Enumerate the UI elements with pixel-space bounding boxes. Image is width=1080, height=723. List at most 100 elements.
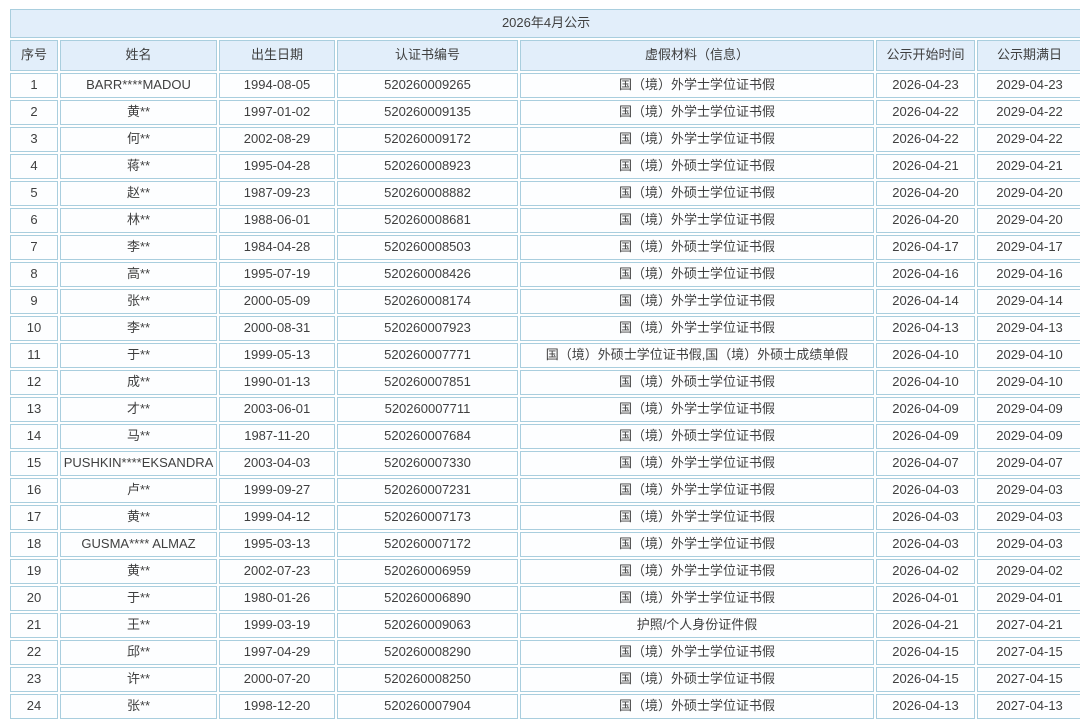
cell-certificate-no: 520260008681 <box>337 208 518 233</box>
cell-certificate-no: 520260007684 <box>337 424 518 449</box>
cell-certificate-no: 520260007330 <box>337 451 518 476</box>
cell-name: 王** <box>60 613 217 638</box>
table-row: 19 黄** 2002-07-23 520260006959 国（境）外学士学位证书假 2… <box>10 559 1080 584</box>
cell-birth-date: 1995-07-19 <box>219 262 335 287</box>
cell-certificate-no: 520260008174 <box>337 289 518 314</box>
column-header-publicity-start-date: 公示开始时间 <box>876 40 975 71</box>
cell-birth-date: 2000-07-20 <box>219 667 335 692</box>
cell-publicity-start-date: 2026-04-03 <box>876 505 975 530</box>
cell-name: 成** <box>60 370 217 395</box>
cell-index: 12 <box>10 370 58 395</box>
cell-certificate-no: 520260007173 <box>337 505 518 530</box>
cell-index: 10 <box>10 316 58 341</box>
cell-name: 高** <box>60 262 217 287</box>
cell-publicity-expiry-date: 2029-04-22 <box>977 127 1080 152</box>
cell-name: 邱** <box>60 640 217 665</box>
cell-publicity-start-date: 2026-04-21 <box>876 154 975 179</box>
cell-index: 23 <box>10 667 58 692</box>
cell-birth-date: 1999-09-27 <box>219 478 335 503</box>
cell-name: 赵** <box>60 181 217 206</box>
table-row: 15 PUSHKIN****EKSANDRA 2003-04-03 520260007… <box>10 451 1080 476</box>
cell-name: 黄** <box>60 505 217 530</box>
table-header-row: 序号 姓名 出生日期 认证书编号 虚假材料（信息） 公示开始时间 公示期满日 <box>10 40 1080 71</box>
table-row: 3 何** 2002-08-29 520260009172 国（境）外学士学位证书假 20… <box>10 127 1080 152</box>
cell-name: 黄** <box>60 559 217 584</box>
cell-certificate-no: 520260008250 <box>337 667 518 692</box>
cell-certificate-no: 520260007231 <box>337 478 518 503</box>
cell-certificate-no: 520260007711 <box>337 397 518 422</box>
cell-birth-date: 1990-01-13 <box>219 370 335 395</box>
cell-birth-date: 1984-04-28 <box>219 235 335 260</box>
cell-publicity-start-date: 2026-04-21 <box>876 613 975 638</box>
cell-publicity-expiry-date: 2029-04-02 <box>977 559 1080 584</box>
cell-birth-date: 1997-01-02 <box>219 100 335 125</box>
cell-birth-date: 1999-04-12 <box>219 505 335 530</box>
table-row: 17 黄** 1999-04-12 520260007173 国（境）外学士学位证书假 2… <box>10 505 1080 530</box>
cell-name: PUSHKIN****EKSANDRA <box>60 451 217 476</box>
cell-publicity-start-date: 2026-04-14 <box>876 289 975 314</box>
column-header-certificate-no: 认证书编号 <box>337 40 518 71</box>
table-row: 18 GUSMA**** ALMAZ 1995-03-13 520260007172 国… <box>10 532 1080 557</box>
cell-publicity-expiry-date: 2029-04-13 <box>977 316 1080 341</box>
column-header-name: 姓名 <box>60 40 217 71</box>
cell-fake-material: 国（境）外学士学位证书假 <box>520 532 874 557</box>
cell-fake-material: 国（境）外硕士学位证书假 <box>520 154 874 179</box>
cell-certificate-no: 520260009135 <box>337 100 518 125</box>
cell-publicity-expiry-date: 2027-04-13 <box>977 694 1080 719</box>
cell-index: 8 <box>10 262 58 287</box>
cell-publicity-expiry-date: 2029-04-21 <box>977 154 1080 179</box>
cell-publicity-expiry-date: 2029-04-17 <box>977 235 1080 260</box>
cell-publicity-expiry-date: 2027-04-21 <box>977 613 1080 638</box>
table-row: 10 李** 2000-08-31 520260007923 国（境）外学士学位证书假 2… <box>10 316 1080 341</box>
cell-birth-date: 1987-11-20 <box>219 424 335 449</box>
cell-birth-date: 1987-09-23 <box>219 181 335 206</box>
cell-certificate-no: 520260007904 <box>337 694 518 719</box>
cell-certificate-no: 520260007771 <box>337 343 518 368</box>
cell-certificate-no: 520260006890 <box>337 586 518 611</box>
cell-publicity-start-date: 2026-04-02 <box>876 559 975 584</box>
cell-fake-material: 国（境）外硕士学位证书假 <box>520 370 874 395</box>
cell-birth-date: 2000-05-09 <box>219 289 335 314</box>
cell-name: 许** <box>60 667 217 692</box>
cell-fake-material: 护照/个人身份证件假 <box>520 613 874 638</box>
cell-publicity-expiry-date: 2029-04-10 <box>977 343 1080 368</box>
cell-fake-material: 国（境）外硕士学位证书假 <box>520 694 874 719</box>
cell-certificate-no: 520260008290 <box>337 640 518 665</box>
cell-name: 蒋** <box>60 154 217 179</box>
cell-publicity-start-date: 2026-04-03 <box>876 478 975 503</box>
publicity-notice-table: 2026年4月公示 序号 姓名 出生日期 认证书编号 虚假材料（信息） 公示开始… <box>8 7 1080 721</box>
cell-name: 李** <box>60 235 217 260</box>
cell-publicity-start-date: 2026-04-10 <box>876 370 975 395</box>
table-row: 4 蒋** 1995-04-28 520260008923 国（境）外硕士学位证书假 20… <box>10 154 1080 179</box>
cell-birth-date: 1988-06-01 <box>219 208 335 233</box>
cell-publicity-start-date: 2026-04-01 <box>876 586 975 611</box>
cell-publicity-expiry-date: 2027-04-15 <box>977 667 1080 692</box>
cell-publicity-expiry-date: 2029-04-07 <box>977 451 1080 476</box>
cell-publicity-start-date: 2026-04-15 <box>876 640 975 665</box>
cell-birth-date: 1995-04-28 <box>219 154 335 179</box>
cell-publicity-start-date: 2026-04-13 <box>876 694 975 719</box>
cell-index: 15 <box>10 451 58 476</box>
cell-certificate-no: 520260008882 <box>337 181 518 206</box>
cell-birth-date: 1998-12-20 <box>219 694 335 719</box>
cell-name: 卢** <box>60 478 217 503</box>
cell-name: 张** <box>60 289 217 314</box>
cell-index: 18 <box>10 532 58 557</box>
cell-certificate-no: 520260006959 <box>337 559 518 584</box>
cell-fake-material: 国（境）外硕士学位证书假,国（境）外硕士成绩单假 <box>520 343 874 368</box>
table-body: 1 BARR****MADOU 1994-08-05 520260009265 国（境）… <box>10 73 1080 719</box>
cell-name: 于** <box>60 343 217 368</box>
cell-birth-date: 1980-01-26 <box>219 586 335 611</box>
cell-fake-material: 国（境）外硕士学位证书假 <box>520 667 874 692</box>
table-title-row: 2026年4月公示 <box>10 9 1080 38</box>
cell-fake-material: 国（境）外学士学位证书假 <box>520 451 874 476</box>
table-row: 9 张** 2000-05-09 520260008174 国（境）外学士学位证书假 20… <box>10 289 1080 314</box>
cell-index: 2 <box>10 100 58 125</box>
cell-publicity-expiry-date: 2029-04-23 <box>977 73 1080 98</box>
cell-index: 13 <box>10 397 58 422</box>
table-row: 11 于** 1999-05-13 520260007771 国（境）外硕士学位证书假,… <box>10 343 1080 368</box>
table-row: 16 卢** 1999-09-27 520260007231 国（境）外学士学位证书假 2… <box>10 478 1080 503</box>
cell-index: 14 <box>10 424 58 449</box>
cell-name: BARR****MADOU <box>60 73 217 98</box>
cell-index: 21 <box>10 613 58 638</box>
